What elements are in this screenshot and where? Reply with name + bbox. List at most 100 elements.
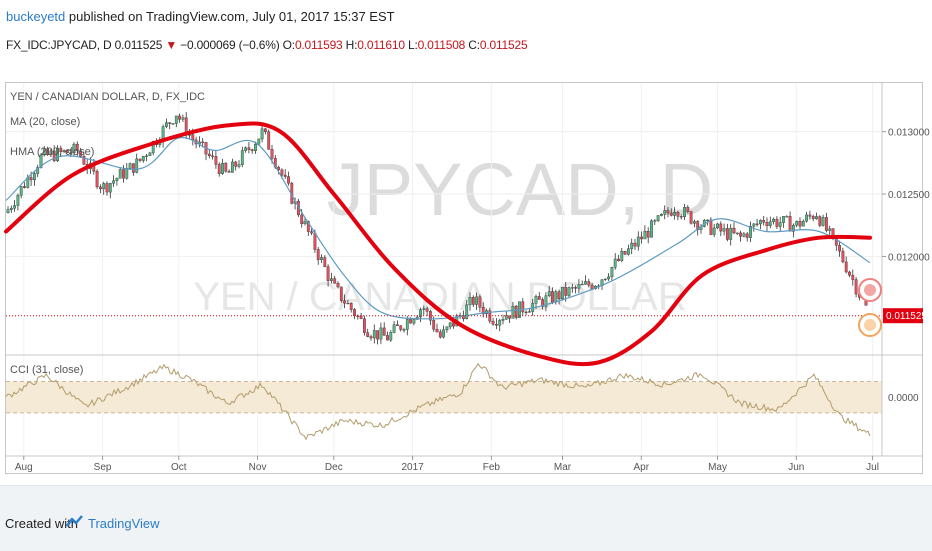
candle-body — [313, 232, 317, 250]
candle-body — [128, 163, 132, 169]
candle-body — [214, 156, 218, 165]
candle-body — [75, 143, 79, 151]
candle-body — [739, 232, 743, 237]
close-label: C: — [468, 38, 480, 52]
candle-body — [217, 164, 221, 174]
cci-legend[interactable]: CCI (31, close) — [10, 364, 83, 376]
ma-legend[interactable]: MA (20, close) — [10, 116, 80, 128]
candle-body — [33, 173, 36, 181]
candle-body — [514, 305, 518, 318]
price-axis-labels: 0.013000 0.012500 0.012000 0.0000 — [882, 128, 930, 404]
candle-body — [98, 186, 102, 190]
candle-body — [49, 150, 53, 156]
candle-body — [254, 143, 257, 151]
hma-200-line — [4, 121, 872, 367]
price-change: −0.000069 (−0.6%) — [180, 38, 280, 52]
candle-body — [521, 301, 525, 313]
low-value: 0.011508 — [417, 38, 466, 52]
candle-body — [778, 222, 782, 227]
candle-body — [56, 147, 59, 161]
candle-body — [580, 283, 584, 286]
candle-body — [191, 134, 195, 141]
candle-body — [676, 211, 680, 217]
candle-body — [481, 307, 485, 315]
candle-body — [250, 149, 254, 151]
candle-body — [557, 291, 561, 300]
candle-body — [6, 209, 10, 213]
candle-body — [471, 296, 475, 305]
candle-body — [650, 220, 653, 238]
candle-body — [267, 131, 271, 150]
candle-body — [640, 236, 644, 240]
candle-body — [636, 236, 640, 247]
candle-body — [82, 155, 86, 165]
candle-body — [620, 251, 624, 261]
candle-body — [452, 322, 455, 327]
candle-body — [330, 278, 333, 281]
candle-body — [831, 228, 835, 236]
symbol-name: FX_IDC:JPYCAD, D — [6, 38, 112, 52]
close-value: 0.011525 — [479, 38, 528, 52]
candle-body — [633, 242, 637, 247]
candle-body — [270, 149, 274, 159]
candle-body — [726, 228, 729, 240]
candle-body — [821, 217, 825, 226]
watermark-symbol: JPYCAD, D — [327, 148, 714, 231]
candle-body — [422, 308, 426, 310]
candle-body — [316, 249, 320, 260]
tradingview-logo-icon — [66, 515, 83, 527]
candle-body — [247, 147, 251, 150]
candle-body — [765, 221, 769, 226]
candle-body — [689, 211, 693, 224]
candle-body — [511, 305, 515, 319]
candle-body — [508, 315, 511, 319]
candle-body — [29, 177, 33, 181]
candle-body — [798, 220, 802, 227]
candle-body — [808, 214, 812, 217]
publish-info: buckeyetd published on TradingView.com, … — [6, 9, 395, 24]
candle-body — [125, 168, 129, 179]
candle-body — [23, 186, 26, 188]
candle-body — [201, 141, 205, 143]
candle-body — [666, 210, 670, 214]
candle-body — [46, 148, 50, 156]
candle-body — [287, 176, 290, 184]
candle-body — [372, 330, 376, 339]
candle-body — [607, 276, 611, 280]
candle-body — [554, 291, 558, 303]
candle-body — [118, 169, 122, 179]
candle-body — [326, 266, 330, 281]
footer: Created with TradingView — [0, 485, 932, 551]
last-price-tag-text: 0.011525 — [886, 311, 927, 322]
candle-body — [534, 296, 538, 304]
author-link[interactable]: buckeyetd — [6, 9, 66, 24]
candle-body — [148, 152, 152, 157]
candle-body — [785, 216, 789, 218]
candle-body — [224, 162, 228, 172]
candle-body — [62, 150, 66, 152]
candle-body — [551, 291, 554, 303]
candle-body — [389, 332, 393, 341]
candle-body — [244, 147, 247, 151]
candle-body — [349, 303, 353, 310]
candle-body — [749, 226, 752, 238]
hma-legend[interactable]: HMA (200, close) — [10, 146, 94, 158]
chart-title-legend: YEN / CANADIAN DOLLAR, D, FX_IDC — [10, 91, 205, 103]
tradingview-brand-link[interactable]: TradingView — [88, 516, 160, 531]
candle-body — [498, 320, 502, 326]
candle-body — [442, 329, 445, 338]
candle-body — [448, 322, 452, 328]
candle-body — [138, 158, 142, 161]
price-tick-label: 0.012000 — [888, 252, 930, 263]
price-chart[interactable]: JPYCAD, D YEN / CANADIAN DOLLAR 0.011525… — [0, 0, 932, 485]
candle-body — [366, 332, 370, 337]
candle-body — [72, 143, 76, 154]
candle-body — [755, 223, 759, 225]
candle-body — [528, 311, 531, 313]
time-tick-label: Jul — [866, 462, 879, 473]
event-badge-orange-inner — [864, 319, 876, 331]
candle-body — [709, 219, 713, 235]
candle-body — [412, 319, 416, 324]
candle-body — [405, 319, 409, 330]
candle-body — [168, 122, 172, 124]
